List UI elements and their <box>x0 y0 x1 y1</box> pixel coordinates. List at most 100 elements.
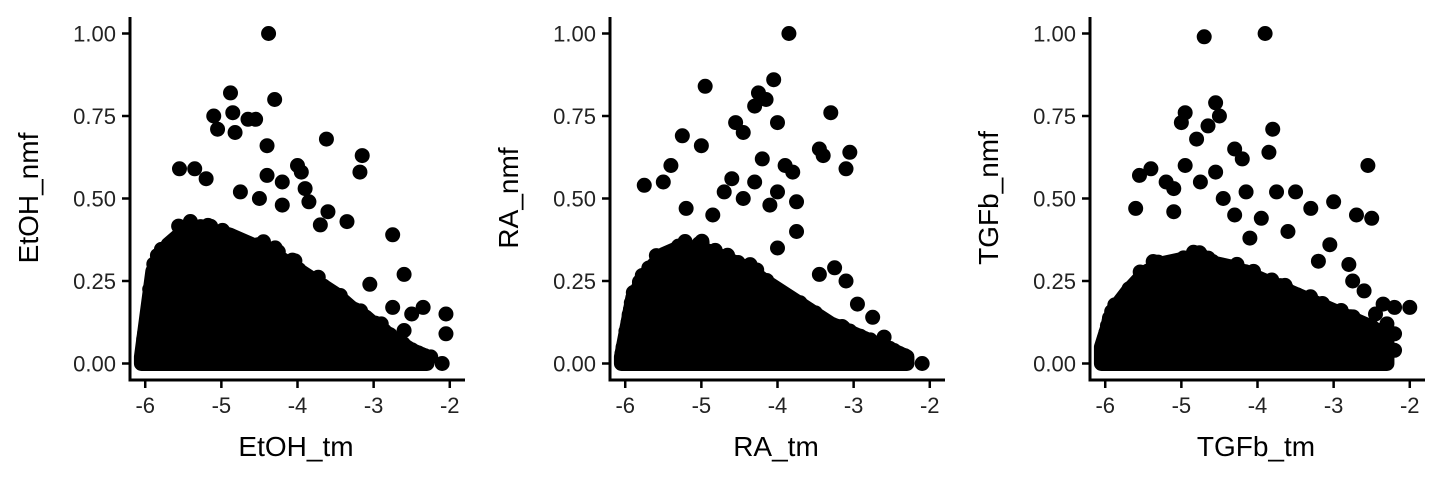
panel-ra-point <box>770 184 785 200</box>
panel-ra-ytick-label: 0.25 <box>553 269 596 294</box>
panel-etoh-point <box>352 304 368 320</box>
panel-ra-point <box>702 261 718 277</box>
panel-tgfb-point <box>1208 164 1224 180</box>
panel-tgfb-point <box>1242 230 1258 246</box>
panel-ra-xtick-label: -2 <box>920 393 940 418</box>
panel-ra-xtick-label: -3 <box>844 393 864 418</box>
panel-tgfb-point <box>1280 224 1296 239</box>
panel-tgfb-point <box>1326 194 1342 210</box>
panel-etoh-point <box>293 164 309 180</box>
panel-tgfb-point <box>1387 342 1403 358</box>
panel-ra-point <box>762 197 778 213</box>
panel-tgfb-point <box>1356 283 1372 299</box>
panel-ra-point <box>758 92 774 107</box>
panel-etoh-point <box>403 343 419 359</box>
panel-tgfb-point <box>1278 281 1294 297</box>
panel-ra-point <box>747 98 763 114</box>
panel-ra-point <box>823 105 839 121</box>
panel-ra-point <box>838 273 854 289</box>
panel-ra-point <box>781 26 797 41</box>
panel-ra-point <box>789 224 805 239</box>
panel-tgfb: TGFb_nmf TGFb_tm 0.00 0.25 0.50 0.75 1.00 -6 -… <box>973 17 1425 462</box>
panel-ra-point <box>720 247 736 263</box>
panel-tgfb-point <box>1150 254 1166 270</box>
panel-etoh-point <box>255 234 271 250</box>
panel-ra-point <box>838 161 854 177</box>
panel-etoh: EtOH_nmf EtOH_tm 0.00 0.25 0.50 0.75 1.00 -6 -… <box>13 17 465 462</box>
panel-etoh-point <box>198 171 214 187</box>
panel-etoh-ytick-label: 0.75 <box>73 104 116 129</box>
panel-tgfb-point <box>1107 297 1123 313</box>
panel-tgfb-point <box>1095 336 1111 352</box>
panel-tgfb-point <box>1131 167 1147 183</box>
panel-tgfb-point <box>1173 115 1189 131</box>
panel-ra-point <box>766 72 782 88</box>
panel-tgfb-xtick-label: -3 <box>1324 393 1344 418</box>
panel-ra-point <box>895 349 911 365</box>
panel-ra-xtick-label: -6 <box>615 393 635 418</box>
panel-tgfb-point <box>1238 184 1254 200</box>
panel-ra-point <box>792 295 808 311</box>
panel-etoh-point <box>167 250 183 266</box>
panel-ra-point <box>678 200 694 216</box>
panel-etoh-xtick-label: -4 <box>288 393 308 418</box>
panel-ra-point <box>770 240 785 256</box>
panel-etoh-point <box>312 217 328 233</box>
panel-ra-ytick-label: 1.00 <box>553 22 596 47</box>
panel-ra-point <box>716 184 732 200</box>
panel-tgfb-point <box>1368 306 1384 322</box>
panel-ra-point <box>735 125 751 140</box>
panel-etoh-point <box>354 148 370 164</box>
panel-ra-point <box>754 151 770 167</box>
panel-etoh-xtick-label: -6 <box>135 393 155 418</box>
panel-ra-point <box>789 194 805 210</box>
panel-tgfb-point <box>1364 210 1380 226</box>
panel-tgfb-point <box>1177 158 1193 173</box>
panel-ra-point <box>631 280 647 296</box>
panel-ra-point <box>674 128 690 144</box>
panel-etoh-point <box>151 271 167 287</box>
panel-etoh-point <box>267 92 283 107</box>
panel-etoh-point <box>291 261 307 277</box>
panel-etoh-point <box>146 256 162 272</box>
panel-etoh-point <box>232 184 248 200</box>
panel-etoh-point <box>270 244 286 260</box>
panel-etoh-point <box>339 214 355 230</box>
panel-ra-point <box>822 318 838 334</box>
panel-ra-point <box>619 322 635 338</box>
panel-tgfb-xlabel: TGFb_tm <box>1197 431 1315 462</box>
panel-ra-point <box>884 342 900 358</box>
panel-etoh-point <box>373 316 389 332</box>
panel-ra-point <box>767 281 783 297</box>
panel-tgfb-ytick-label: 0.25 <box>1033 269 1076 294</box>
panel-ra-point <box>740 258 756 274</box>
panel-ra-point <box>849 296 865 312</box>
panel-etoh-point <box>385 227 401 243</box>
panel-tgfb-point <box>1211 108 1227 124</box>
panel-ra-point <box>745 274 761 290</box>
panel-tgfb-point <box>1227 207 1243 223</box>
panel-tgfb-xtick-label: -5 <box>1172 393 1192 418</box>
panel-tgfb-point <box>1132 264 1148 280</box>
panel-etoh-point <box>396 323 412 338</box>
panel-tgfb-point <box>1288 184 1304 200</box>
panel-tgfb-point <box>1360 158 1376 173</box>
panel-ra-point <box>622 301 638 317</box>
panel-etoh-point <box>415 299 431 315</box>
panel-etoh-point <box>323 290 339 306</box>
panel-tgfb-point <box>1345 273 1361 289</box>
panel-etoh-point <box>259 138 275 154</box>
panel-tgfb-point <box>1166 181 1182 197</box>
panel-tgfb-point <box>1402 299 1418 315</box>
panel-tgfb-point <box>1265 121 1281 137</box>
panel-ra-point <box>663 158 679 173</box>
panel-tgfb-point <box>1322 237 1338 253</box>
panel-etoh-point <box>223 85 238 101</box>
panel-etoh-point <box>199 225 215 241</box>
panel-ra-point <box>876 329 892 345</box>
panel-etoh-point <box>438 326 454 342</box>
panel-tgfb-point <box>1143 161 1159 177</box>
panel-etoh-point <box>318 131 334 147</box>
panel-tgfb-point <box>1189 270 1205 286</box>
panel-etoh-point <box>171 218 187 234</box>
